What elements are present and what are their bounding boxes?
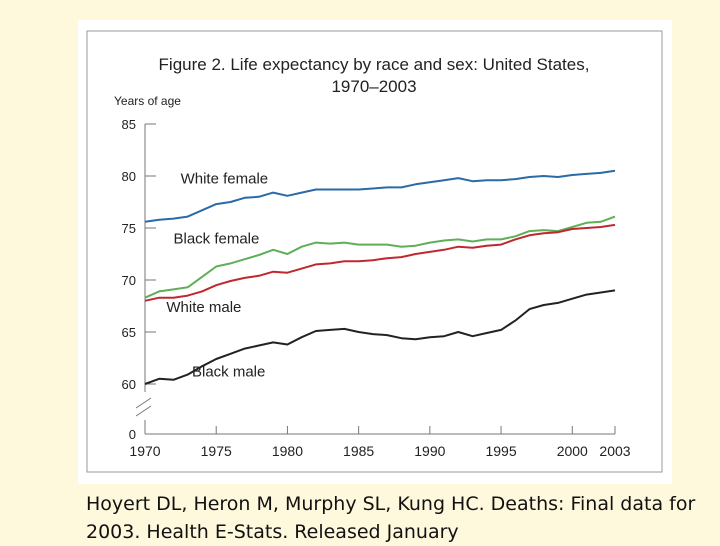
series-line-black-male (144, 289, 616, 385)
x-tick-label: 1990 (414, 443, 445, 459)
series-label-black-male: Black male (192, 364, 265, 381)
x-tick-label: 1975 (201, 443, 232, 459)
series-label-black-female: Black female (173, 231, 259, 248)
y-axis-break-mark (135, 405, 152, 417)
y-axis-break-mark (135, 397, 152, 409)
citation-text: Hoyert DL, Heron M, Murphy SL, Kung HC. … (86, 493, 696, 543)
life-expectancy-chart: Figure 2. Life expectancy by race and se… (86, 30, 663, 473)
chart-figure: Figure 2. Life expectancy by race and se… (78, 20, 672, 484)
y-tick-label: 80 (122, 169, 136, 184)
chart-subtitle: 1970–2003 (331, 77, 416, 96)
y-tick-label: 70 (122, 273, 136, 288)
series-line-white-female (144, 169, 616, 223)
series-label-white-female: White female (181, 170, 269, 187)
chart-frame (86, 30, 663, 473)
y-axis-label: Years of age (114, 94, 181, 108)
y-tick-label: 60 (122, 377, 136, 392)
series-line-white-male (144, 223, 616, 302)
x-tick-label: 2003 (599, 443, 630, 459)
y-tick-label: 75 (122, 221, 136, 236)
x-tick-label: 1995 (485, 443, 516, 459)
y-tick-label: 65 (122, 325, 136, 340)
x-tick-label: 1980 (272, 443, 303, 459)
x-tick-label: 1985 (343, 443, 374, 459)
x-tick-label: 2000 (557, 443, 588, 459)
y-tick-label: 85 (122, 117, 136, 132)
y-tick-label: 0 (129, 427, 136, 442)
series-label-white-male: White male (166, 299, 241, 316)
series-line-black-female (144, 215, 616, 299)
chart-title: Figure 2. Life expectancy by race and se… (159, 55, 590, 74)
x-tick-label: 1970 (129, 443, 160, 459)
